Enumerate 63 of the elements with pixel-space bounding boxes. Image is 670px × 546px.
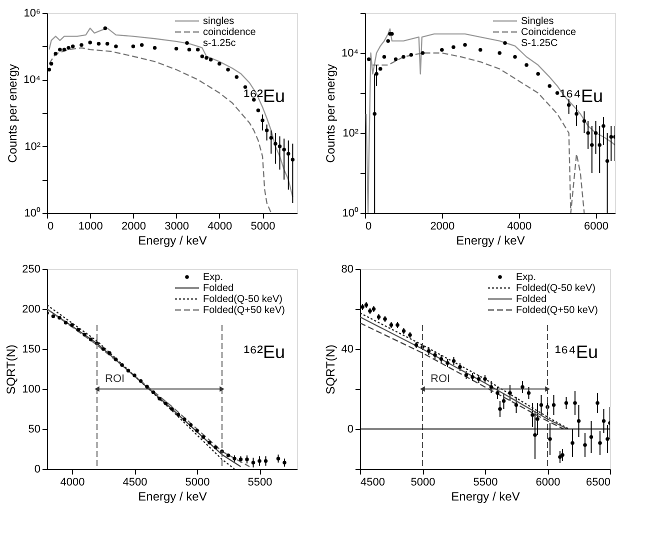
x-tick-label: 6000	[584, 220, 609, 232]
y-tick-label: 10⁶	[24, 8, 40, 20]
y-axis-title: SQRT(N)	[4, 344, 18, 394]
legend-label: Folded(Q+50 keV)	[203, 305, 285, 316]
x-axis-title: Energy / keV	[138, 490, 207, 504]
legend-label: singles	[203, 16, 234, 27]
annotation: ¹⁶²Eu	[244, 342, 285, 362]
y-tick-label: 10⁴	[342, 48, 359, 60]
x-tick-label: 5500	[473, 476, 498, 488]
y-tick-label: 40	[341, 344, 354, 356]
legend-label: Exp.	[203, 272, 224, 283]
y-tick-label: 80	[341, 264, 354, 276]
legend-label: Folded	[516, 294, 547, 305]
x-tick-label: 5000	[250, 220, 276, 232]
y-tick-label: 10⁰	[24, 206, 40, 220]
y-tick-label: 10²	[342, 128, 359, 140]
legend-label: Folded(Q-50 keV)	[203, 294, 282, 305]
x-axis-title: Energy / keV	[456, 234, 525, 248]
y-tick-label: 200	[22, 304, 40, 316]
x-tick-label: 2000	[121, 220, 146, 232]
y-tick-label: 250	[22, 264, 40, 276]
x-tick-label: 4000	[507, 220, 532, 232]
legend-label: coincidence	[203, 27, 256, 38]
y-tick-label: 100	[22, 384, 40, 396]
legend-label: Folded(Q+50 keV)	[516, 305, 598, 316]
annotation: ¹⁶⁴Eu	[560, 86, 603, 106]
legend-label: Singles	[521, 16, 554, 27]
x-tick-label: 4000	[60, 476, 85, 488]
x-tick-label: 6000	[536, 476, 560, 488]
x-tick-label: 0	[48, 220, 54, 232]
x-tick-label: 4000	[208, 220, 232, 232]
y-tick-label: 50	[28, 424, 40, 436]
y-tick-label: 150	[22, 344, 40, 356]
annotation: ROI	[105, 373, 125, 385]
x-axis-title: Energy / keV	[451, 490, 520, 504]
y-axis-title: Counts per energy	[6, 64, 20, 163]
annotation: ¹⁶⁴Eu	[554, 342, 598, 362]
legend-label: Folded	[203, 283, 234, 294]
y-tick-label: 10⁴	[24, 74, 41, 86]
x-tick-label: 1000	[78, 220, 103, 232]
annotation: ROI	[430, 373, 450, 385]
y-tick-label: 10⁰	[342, 206, 358, 220]
x-tick-label: 2000	[430, 220, 455, 232]
x-tick-label: 0	[366, 220, 372, 232]
annotation: ¹⁶²Eu	[244, 86, 285, 106]
x-tick-label: 6500	[586, 476, 610, 488]
y-tick-label: 10²	[24, 140, 41, 153]
x-tick-label: 4500	[122, 476, 148, 488]
legend-label: Exp.	[516, 272, 536, 283]
y-axis-title: Counts per energy	[324, 64, 338, 163]
x-tick-label: 4500	[360, 476, 385, 488]
legend-label: Folded(Q-50 keV)	[516, 283, 596, 294]
x-tick-label: 5000	[410, 476, 436, 488]
y-tick-label: 0	[347, 424, 354, 436]
y-tick-label: 0	[34, 464, 40, 476]
x-tick-label: 5000	[185, 476, 210, 488]
legend-label: s-1.25c	[203, 38, 236, 49]
x-tick-label: 3000	[164, 220, 190, 232]
y-axis-title: SQRT(N)	[323, 344, 338, 394]
legend-label: Coincidence	[521, 27, 576, 38]
x-axis-title: Energy / keV	[138, 234, 207, 248]
legend-label: S-1.25C	[521, 38, 558, 49]
x-tick-label: 5500	[248, 476, 272, 488]
